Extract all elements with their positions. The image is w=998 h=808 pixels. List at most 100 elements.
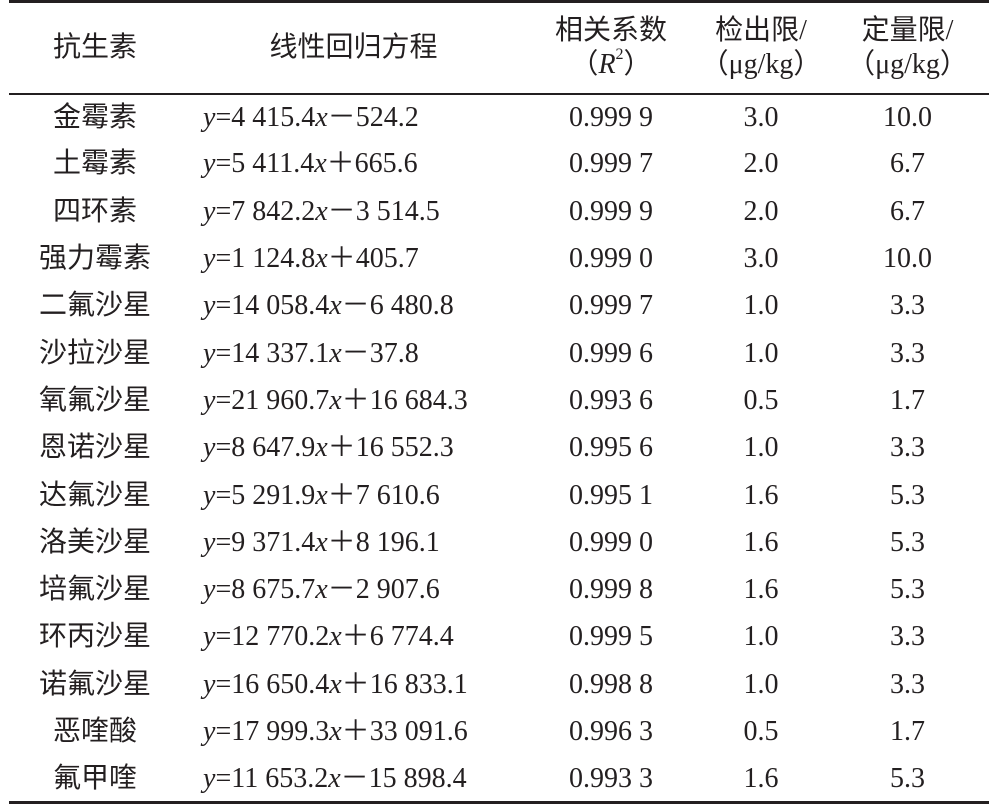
antibiotic-name: 沙拉沙星 xyxy=(38,337,151,369)
header-lod: 检出限/ （μg/kg） xyxy=(696,2,826,94)
eq-equals: = xyxy=(215,479,232,511)
eq-sign: ＋ xyxy=(341,716,370,747)
r2-value: 0.999 9 xyxy=(569,101,653,133)
eq-y: y xyxy=(203,621,216,653)
eq-sign: ＋ xyxy=(327,432,356,464)
eq-x: x xyxy=(315,574,328,606)
eq-x: x xyxy=(315,243,328,275)
loq-value: 3.3 xyxy=(890,668,925,700)
lod-value: 0.5 xyxy=(743,384,779,416)
regression-equation: y=16 650.4x＋16 833.1 xyxy=(181,661,526,708)
antibiotic-name: 土霉素 xyxy=(52,148,137,180)
table-row: 四环素 y=7 842.2x－3 514.5 0.999 9 2.0 6.7 xyxy=(9,188,989,235)
table-row: 恶喹酸 y=17 999.3x＋33 091.6 0.996 3 0.5 1.7 xyxy=(9,708,989,755)
eq-sign: ＋ xyxy=(327,526,356,558)
table-row: 恩诺沙星 y=8 647.9x＋16 552.3 0.995 6 1.0 3.3 xyxy=(9,425,989,472)
lod-value: 1.6 xyxy=(743,526,779,558)
eq-y: y xyxy=(203,290,216,322)
antibiotic-name: 金霉素 xyxy=(52,101,137,133)
antibiotic-name: 环丙沙星 xyxy=(38,621,151,653)
eq-slope: 16 650.4 xyxy=(231,668,330,700)
eq-equals: = xyxy=(215,148,232,180)
eq-slope: 1 124.8 xyxy=(231,243,316,275)
eq-equals: = xyxy=(215,290,232,322)
regression-equation: y=8 647.9x＋16 552.3 xyxy=(181,425,526,472)
antibiotic-name: 培氟沙星 xyxy=(38,574,151,606)
r2-value: 0.999 7 xyxy=(569,148,653,180)
eq-equals: = xyxy=(215,101,232,133)
regression-equation: y=4 415.4x－524.2 xyxy=(181,94,526,141)
lod-value: 1.0 xyxy=(743,621,779,653)
eq-sign: － xyxy=(327,574,356,606)
table-row: 环丙沙星 y=12 770.2x＋6 774.4 0.999 5 1.0 3.3 xyxy=(9,614,989,661)
lod-value: 3.0 xyxy=(743,243,779,275)
eq-equals: = xyxy=(215,762,232,794)
lod-value: 2.0 xyxy=(743,195,779,227)
eq-slope: 11 653.2 xyxy=(231,762,329,794)
eq-y: y xyxy=(203,526,216,558)
regression-equation: y=7 842.2x－3 514.5 xyxy=(181,188,526,235)
r2-value: 0.995 1 xyxy=(569,479,653,511)
eq-sign: － xyxy=(341,337,370,369)
eq-y: y xyxy=(203,195,216,227)
antibiotic-name: 诺氟沙星 xyxy=(38,668,151,700)
eq-equals: = xyxy=(215,337,232,369)
lod-value: 1.0 xyxy=(743,432,779,464)
eq-x: x xyxy=(329,716,342,747)
r2-value: 0.999 5 xyxy=(569,621,653,653)
lod-value: 0.5 xyxy=(743,716,779,747)
loq-value: 6.7 xyxy=(890,195,925,227)
eq-y: y xyxy=(203,243,216,275)
loq-value: 3.3 xyxy=(890,432,925,464)
eq-sign: ＋ xyxy=(327,243,356,275)
eq-slope: 8 647.9 xyxy=(231,432,316,464)
loq-value: 5.3 xyxy=(890,574,925,606)
r2-value: 0.999 6 xyxy=(569,337,653,369)
lod-value: 1.6 xyxy=(743,479,779,511)
table-header: 抗生素 线性回归方程 相关系数 （R2） 检出限/ （μg/kg） 定量限/ （… xyxy=(9,1,989,94)
loq-value: 6.7 xyxy=(890,148,925,180)
eq-intercept: 16 833.1 xyxy=(369,668,468,700)
lod-value: 3.0 xyxy=(743,101,779,133)
eq-y: y xyxy=(203,479,216,511)
lod-value: 1.6 xyxy=(743,574,779,606)
eq-intercept: 524.2 xyxy=(355,101,419,133)
eq-sign: ＋ xyxy=(341,668,370,700)
eq-sign: － xyxy=(327,195,356,227)
eq-intercept: 6 480.8 xyxy=(369,290,454,322)
eq-equals: = xyxy=(215,526,232,558)
data-table: 抗生素 线性回归方程 相关系数 （R2） 检出限/ （μg/kg） 定量限/ （… xyxy=(9,0,989,805)
table-row: 二氟沙星 y=14 058.4x－6 480.8 0.999 7 1.0 3.3 xyxy=(9,283,989,330)
table-row: 培氟沙星 y=8 675.7x－2 907.6 0.999 8 1.6 5.3 xyxy=(9,566,989,613)
eq-slope: 5 291.9 xyxy=(231,479,316,511)
eq-y: y xyxy=(203,668,216,700)
eq-x: x xyxy=(314,148,327,180)
antibiotic-name: 氧氟沙星 xyxy=(38,384,151,416)
eq-slope: 14 337.1 xyxy=(231,337,330,369)
eq-x: x xyxy=(329,384,342,416)
regression-equation: y=8 675.7x－2 907.6 xyxy=(181,566,526,613)
eq-sign: ＋ xyxy=(327,479,356,511)
header-loq-unit: （μg/kg） xyxy=(847,48,968,80)
eq-y: y xyxy=(203,762,216,794)
eq-x: x xyxy=(329,290,342,322)
eq-x: x xyxy=(315,526,328,558)
r2-value: 0.995 6 xyxy=(569,432,653,464)
eq-equals: = xyxy=(215,668,232,700)
lod-value: 1.0 xyxy=(743,337,779,369)
eq-x: x xyxy=(329,668,342,700)
header-loq: 定量限/ （μg/kg） xyxy=(826,2,989,94)
lod-value: 1.0 xyxy=(743,668,779,700)
table-row: 沙拉沙星 y=14 337.1x－37.8 0.999 6 1.0 3.3 xyxy=(9,330,989,377)
eq-x: x xyxy=(329,337,342,369)
regression-equation: y=1 124.8x＋405.7 xyxy=(181,235,526,282)
loq-value: 3.3 xyxy=(890,290,925,322)
eq-equals: = xyxy=(215,195,232,227)
eq-intercept: 15 898.4 xyxy=(368,762,467,794)
eq-equals: = xyxy=(215,574,232,606)
r2-value: 0.993 3 xyxy=(569,762,653,794)
eq-y: y xyxy=(203,101,216,133)
loq-value: 5.3 xyxy=(890,762,925,794)
eq-intercept: 33 091.6 xyxy=(369,716,468,747)
loq-value: 3.3 xyxy=(890,621,925,653)
